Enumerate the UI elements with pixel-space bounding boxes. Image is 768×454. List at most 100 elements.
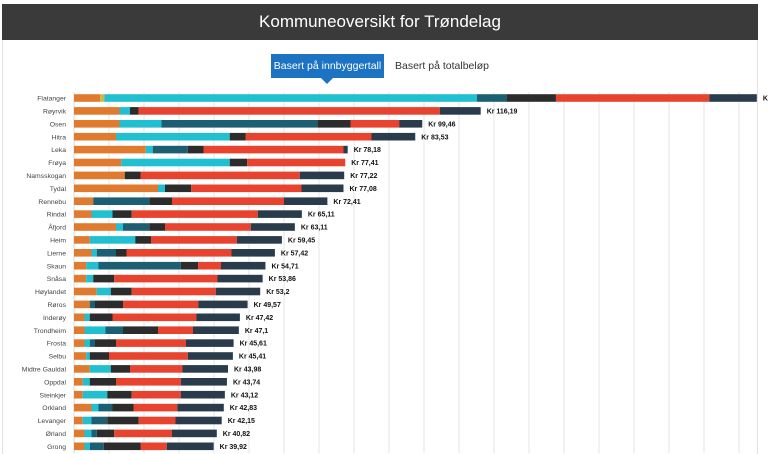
category-label: Trondheim <box>34 328 67 335</box>
bar-segment-cyan <box>86 274 94 283</box>
bar-segment-navy <box>439 107 481 115</box>
bar-segment-navy <box>301 184 344 193</box>
bar-segment-dark <box>110 365 130 373</box>
bar-segment-dark <box>107 390 132 399</box>
bar-segment-orange <box>74 120 120 128</box>
bar-segment-cyan <box>86 352 90 360</box>
bar-segment-navy <box>196 313 240 322</box>
bar-segment-navy <box>343 145 348 154</box>
bar-segment-orange <box>74 274 87 283</box>
bar-segment-dark <box>165 184 192 193</box>
data-label: Kr 45,61 <box>240 341 267 348</box>
bar-segment-dark <box>123 326 158 334</box>
bar-segment-teal <box>476 94 507 102</box>
bar-segment-dark <box>506 94 556 102</box>
bar-segment-cyan <box>82 416 92 425</box>
bar-segment-orange <box>74 132 116 141</box>
bar-segment-cyan <box>158 184 165 193</box>
bar-segment-orange <box>74 378 83 386</box>
bar-segment-teal <box>89 339 95 347</box>
bar-segment-teal <box>96 249 116 257</box>
bar-segment-red <box>114 274 218 283</box>
data-label: Kr 53,86 <box>269 276 296 283</box>
bar-segment-red <box>116 378 181 386</box>
bar-segment-orange <box>74 429 85 438</box>
bar-segment-red <box>555 94 710 102</box>
bar-segment-dark <box>124 171 141 180</box>
data-label: Kr 59,45 <box>288 238 315 245</box>
tab-total-amount-label: Basert på totalbeløp <box>395 60 489 72</box>
bar-segment-teal <box>161 120 318 128</box>
bar-segment-red <box>123 300 199 309</box>
bar-segment-dark <box>149 197 172 205</box>
bar-segment-cyan <box>82 378 90 386</box>
category-label: Orkland <box>42 405 66 412</box>
bar-segment-teal <box>98 261 181 270</box>
category-label: Ørland <box>46 431 67 438</box>
bar-segment-dark <box>130 107 139 115</box>
bar-segment-red <box>158 326 193 334</box>
tab-per-inhabitant[interactable]: Basert på innbyggertall <box>271 54 384 84</box>
bar-segment-cyan <box>84 313 90 322</box>
bar-segment-teal <box>105 326 123 334</box>
category-label: Leka <box>51 147 66 154</box>
data-label: Kr 83,53 <box>421 134 448 141</box>
bar-segment-cyan <box>104 94 477 102</box>
bar-segment-cyan <box>96 287 111 296</box>
bar-segment-orange <box>74 223 116 231</box>
bar-segment-red <box>131 287 216 296</box>
bar-segment-red <box>109 352 188 360</box>
bar-segment-orange <box>74 365 90 373</box>
category-label: Frøya <box>48 160 66 167</box>
bar-segment-cyan <box>119 107 130 115</box>
page-header: Kommuneoversikt for Trøndelag <box>2 4 758 40</box>
bar-segment-navy <box>371 132 416 141</box>
category-label: Snåsa <box>47 275 66 283</box>
category-label: Grong <box>47 444 66 451</box>
bar-segment-red <box>245 132 372 141</box>
category-label: Selbu <box>49 354 67 361</box>
panel-border-left <box>2 40 3 454</box>
category-label: Namsskogan <box>26 173 66 180</box>
bar-segment-red <box>191 184 302 193</box>
data-label: Kr 39,92 <box>220 444 247 451</box>
bar-segment-cyan <box>116 132 230 141</box>
category-label: Høylandet <box>35 289 66 296</box>
bar-segment-navy <box>250 223 295 231</box>
category-label: Tydal <box>50 186 67 193</box>
bar-segment-orange <box>74 287 97 296</box>
bar-segment-cyan <box>84 442 90 451</box>
bar-segment-navy <box>180 378 227 386</box>
tab-total-amount[interactable]: Basert på totalbeløp <box>395 54 489 78</box>
bar-segment-dark <box>89 352 109 360</box>
bar-segment-cyan <box>82 390 108 399</box>
category-label: Osen <box>50 121 66 128</box>
panel-border-right <box>757 40 758 454</box>
bar-segment-dark <box>187 145 204 154</box>
data-label: Kr 53,2 <box>266 289 289 296</box>
bar-segment-yellow <box>100 94 105 102</box>
bar-segment-cyan <box>86 261 99 270</box>
bar-segment-orange <box>74 197 94 205</box>
bar-segment-dark <box>112 210 132 218</box>
bar-segment-dark <box>89 378 116 386</box>
bar-segment-dark <box>116 249 127 257</box>
bar-segment-navy <box>182 365 228 373</box>
data-label: Kr 47,1 <box>245 328 268 335</box>
bar-segment-orange <box>74 236 90 244</box>
bar-segment-dark <box>96 429 115 438</box>
bar-segment-dark <box>103 442 141 451</box>
bar-segment-cyan <box>84 326 106 334</box>
bar-segment-teal <box>93 197 150 205</box>
bar-segment-cyan <box>89 365 111 373</box>
bar-segment-orange <box>74 107 120 115</box>
data-label: Kr 72,41 <box>333 199 360 206</box>
bar-segment-navy <box>217 274 263 283</box>
bar-segment-orange <box>74 94 101 102</box>
bar-segment-dark <box>107 416 139 425</box>
bar-segment-cyan <box>119 120 162 128</box>
bar-segment-dark <box>95 300 123 309</box>
bar-segment-orange <box>74 339 85 347</box>
bar-segment-red <box>112 313 197 322</box>
